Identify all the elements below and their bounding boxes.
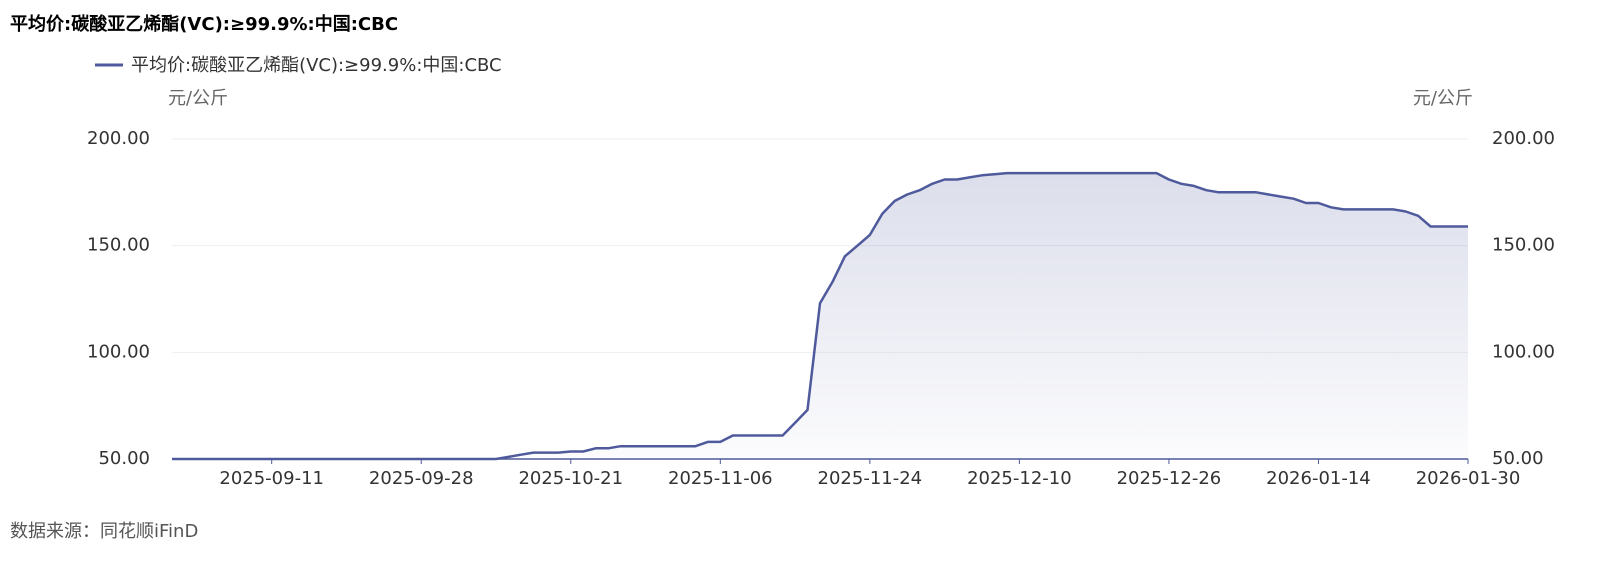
y2-tick-label: 50.00 bbox=[1492, 448, 1544, 469]
y-unit: 元/公斤 bbox=[168, 88, 228, 109]
area bbox=[172, 173, 1468, 459]
y-tick-label: 150.00 bbox=[87, 235, 150, 256]
y-tick-label: 200.00 bbox=[87, 128, 150, 149]
y-tick-label: 100.00 bbox=[87, 341, 150, 362]
x-tick-label: 2025-12-26 bbox=[1117, 468, 1222, 489]
x-tick-label: 2025-11-24 bbox=[818, 468, 923, 489]
legend-label[interactable]: 平均价:碳酸亚乙烯酯(VC):≥99.9%:中国:CBC bbox=[131, 55, 502, 76]
x-tick-label: 2025-09-11 bbox=[219, 468, 324, 489]
y2-unit: 元/公斤 bbox=[1413, 88, 1473, 109]
chart-title: 平均价:碳酸亚乙烯酯(VC):≥99.9%:中国:CBC bbox=[10, 13, 398, 35]
x-tick-label: 2025-11-06 bbox=[668, 468, 773, 489]
x-tick-label: 2026-01-14 bbox=[1266, 468, 1371, 489]
x-tick-label: 2026-01-30 bbox=[1416, 468, 1521, 489]
x-tick-label: 2025-09-28 bbox=[369, 468, 474, 489]
x-tick-label: 2025-10-21 bbox=[518, 468, 623, 489]
y-tick-label: 50.00 bbox=[98, 448, 150, 469]
y2-tick-label: 200.00 bbox=[1492, 128, 1555, 149]
y2-tick-label: 150.00 bbox=[1492, 235, 1555, 256]
y2-tick-label: 100.00 bbox=[1492, 341, 1555, 362]
source: 数据来源：同花顺iFinD bbox=[10, 521, 198, 542]
x-tick-label: 2025-12-10 bbox=[967, 468, 1072, 489]
